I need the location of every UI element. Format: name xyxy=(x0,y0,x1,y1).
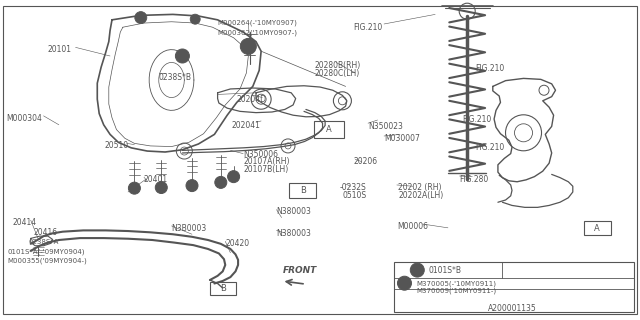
Text: M000355('09MY0904-): M000355('09MY0904-) xyxy=(8,257,88,264)
Text: A: A xyxy=(326,125,332,134)
Text: FIG.210: FIG.210 xyxy=(475,64,504,73)
Text: 0510S: 0510S xyxy=(342,191,367,200)
Text: M370005(-'10MY0911): M370005(-'10MY0911) xyxy=(416,281,496,287)
Text: FIG.210: FIG.210 xyxy=(475,143,504,152)
Circle shape xyxy=(156,181,167,194)
Text: 1: 1 xyxy=(190,183,194,188)
Circle shape xyxy=(175,49,189,63)
Text: M030007: M030007 xyxy=(384,134,420,143)
Circle shape xyxy=(190,14,200,24)
Text: 1: 1 xyxy=(159,185,163,190)
Text: B: B xyxy=(300,186,306,195)
Text: 20107B(LH): 20107B(LH) xyxy=(243,165,289,174)
Text: 20206: 20206 xyxy=(353,157,378,166)
Text: 1: 1 xyxy=(219,180,223,185)
Text: FIG.210: FIG.210 xyxy=(462,115,492,124)
Text: 0238S*A: 0238S*A xyxy=(29,239,59,245)
Text: -0232S: -0232S xyxy=(339,183,366,192)
Text: 20414: 20414 xyxy=(13,218,37,227)
Text: FIG.210: FIG.210 xyxy=(353,23,383,32)
Circle shape xyxy=(241,38,256,54)
Text: 2: 2 xyxy=(403,280,406,286)
Circle shape xyxy=(215,176,227,188)
Text: M00006: M00006 xyxy=(397,222,428,231)
Text: A: A xyxy=(595,224,600,233)
Text: 0238S*B: 0238S*B xyxy=(159,73,192,82)
Text: N380003: N380003 xyxy=(276,229,311,238)
Text: N350023: N350023 xyxy=(368,122,403,131)
Circle shape xyxy=(410,263,424,277)
Bar xyxy=(210,282,236,295)
Text: 202041: 202041 xyxy=(232,121,260,130)
Text: 2: 2 xyxy=(246,42,251,51)
Text: A200001135: A200001135 xyxy=(488,304,536,313)
Text: 20107A(RH): 20107A(RH) xyxy=(243,157,290,166)
Text: B: B xyxy=(220,284,226,293)
Text: 20280B(RH): 20280B(RH) xyxy=(315,61,361,70)
Text: 20202 (RH): 20202 (RH) xyxy=(398,183,442,192)
Text: 1: 1 xyxy=(132,186,136,191)
Text: 1: 1 xyxy=(415,267,420,273)
Text: 0101S*A(-'09MY0904): 0101S*A(-'09MY0904) xyxy=(8,248,85,255)
Text: 20510: 20510 xyxy=(104,141,129,150)
Text: M370009('10MY0911-): M370009('10MY0911-) xyxy=(416,287,496,293)
Text: N3B0003: N3B0003 xyxy=(172,224,207,233)
Circle shape xyxy=(397,276,412,290)
Bar xyxy=(314,121,344,138)
Text: M000362('10MY0907-): M000362('10MY0907-) xyxy=(218,29,298,36)
Text: N350006: N350006 xyxy=(243,150,278,159)
Text: 20401: 20401 xyxy=(144,175,168,184)
Bar xyxy=(394,262,634,312)
Text: M000304: M000304 xyxy=(6,114,42,123)
Text: 20204D: 20204D xyxy=(237,95,267,104)
Circle shape xyxy=(135,12,147,24)
Circle shape xyxy=(129,182,140,194)
Text: M000264(-'10MY0907): M000264(-'10MY0907) xyxy=(218,20,298,26)
Bar xyxy=(584,221,611,235)
Text: 20420: 20420 xyxy=(225,239,250,248)
Text: 20202A(LH): 20202A(LH) xyxy=(398,191,444,200)
Text: 1: 1 xyxy=(232,174,236,179)
Text: FRONT: FRONT xyxy=(282,266,317,275)
Text: 20280C(LH): 20280C(LH) xyxy=(315,69,360,78)
Circle shape xyxy=(186,180,198,192)
Text: 20101: 20101 xyxy=(48,45,72,54)
Circle shape xyxy=(228,171,239,183)
Text: 20416: 20416 xyxy=(33,228,58,237)
Text: FIG.280: FIG.280 xyxy=(460,175,489,184)
Text: 0101S*B: 0101S*B xyxy=(429,266,462,275)
Bar xyxy=(289,183,316,198)
Text: N380003: N380003 xyxy=(276,207,311,216)
